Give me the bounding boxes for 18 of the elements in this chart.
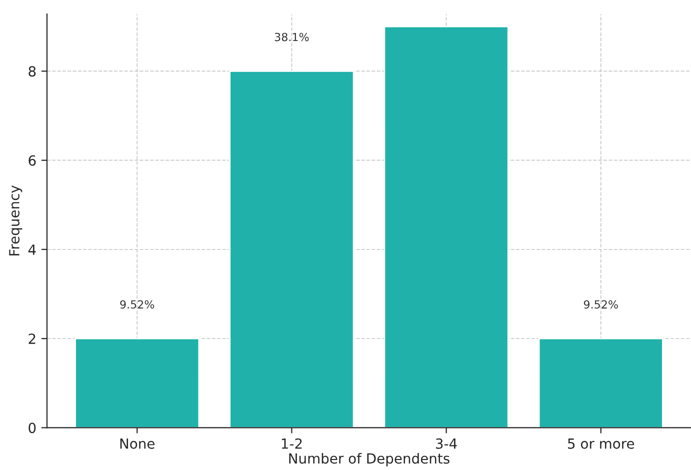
annotation: 9.52% xyxy=(120,300,154,309)
annotation: 9.52% xyxy=(584,300,618,309)
x-tick-label: 1-2 xyxy=(282,438,302,449)
y-tick-label: 4 xyxy=(28,244,36,255)
x-axis-title: Number of Dependents xyxy=(289,452,450,466)
y-tick-label: 6 xyxy=(28,155,36,166)
y-tick-label: 2 xyxy=(28,334,36,344)
bar xyxy=(538,338,664,428)
y-axis-title: Frequency xyxy=(9,185,22,256)
y-tick-label: 0 xyxy=(28,422,36,434)
bar xyxy=(384,26,509,428)
x-tick-label: None xyxy=(120,438,154,449)
x-tick-label: 3-4 xyxy=(436,438,457,449)
bar xyxy=(229,70,354,428)
x-tick-label: 5 or more xyxy=(568,438,634,449)
annotation: 38.1% xyxy=(274,32,309,42)
bar xyxy=(74,338,200,428)
y-tick-label: 8 xyxy=(28,66,36,77)
